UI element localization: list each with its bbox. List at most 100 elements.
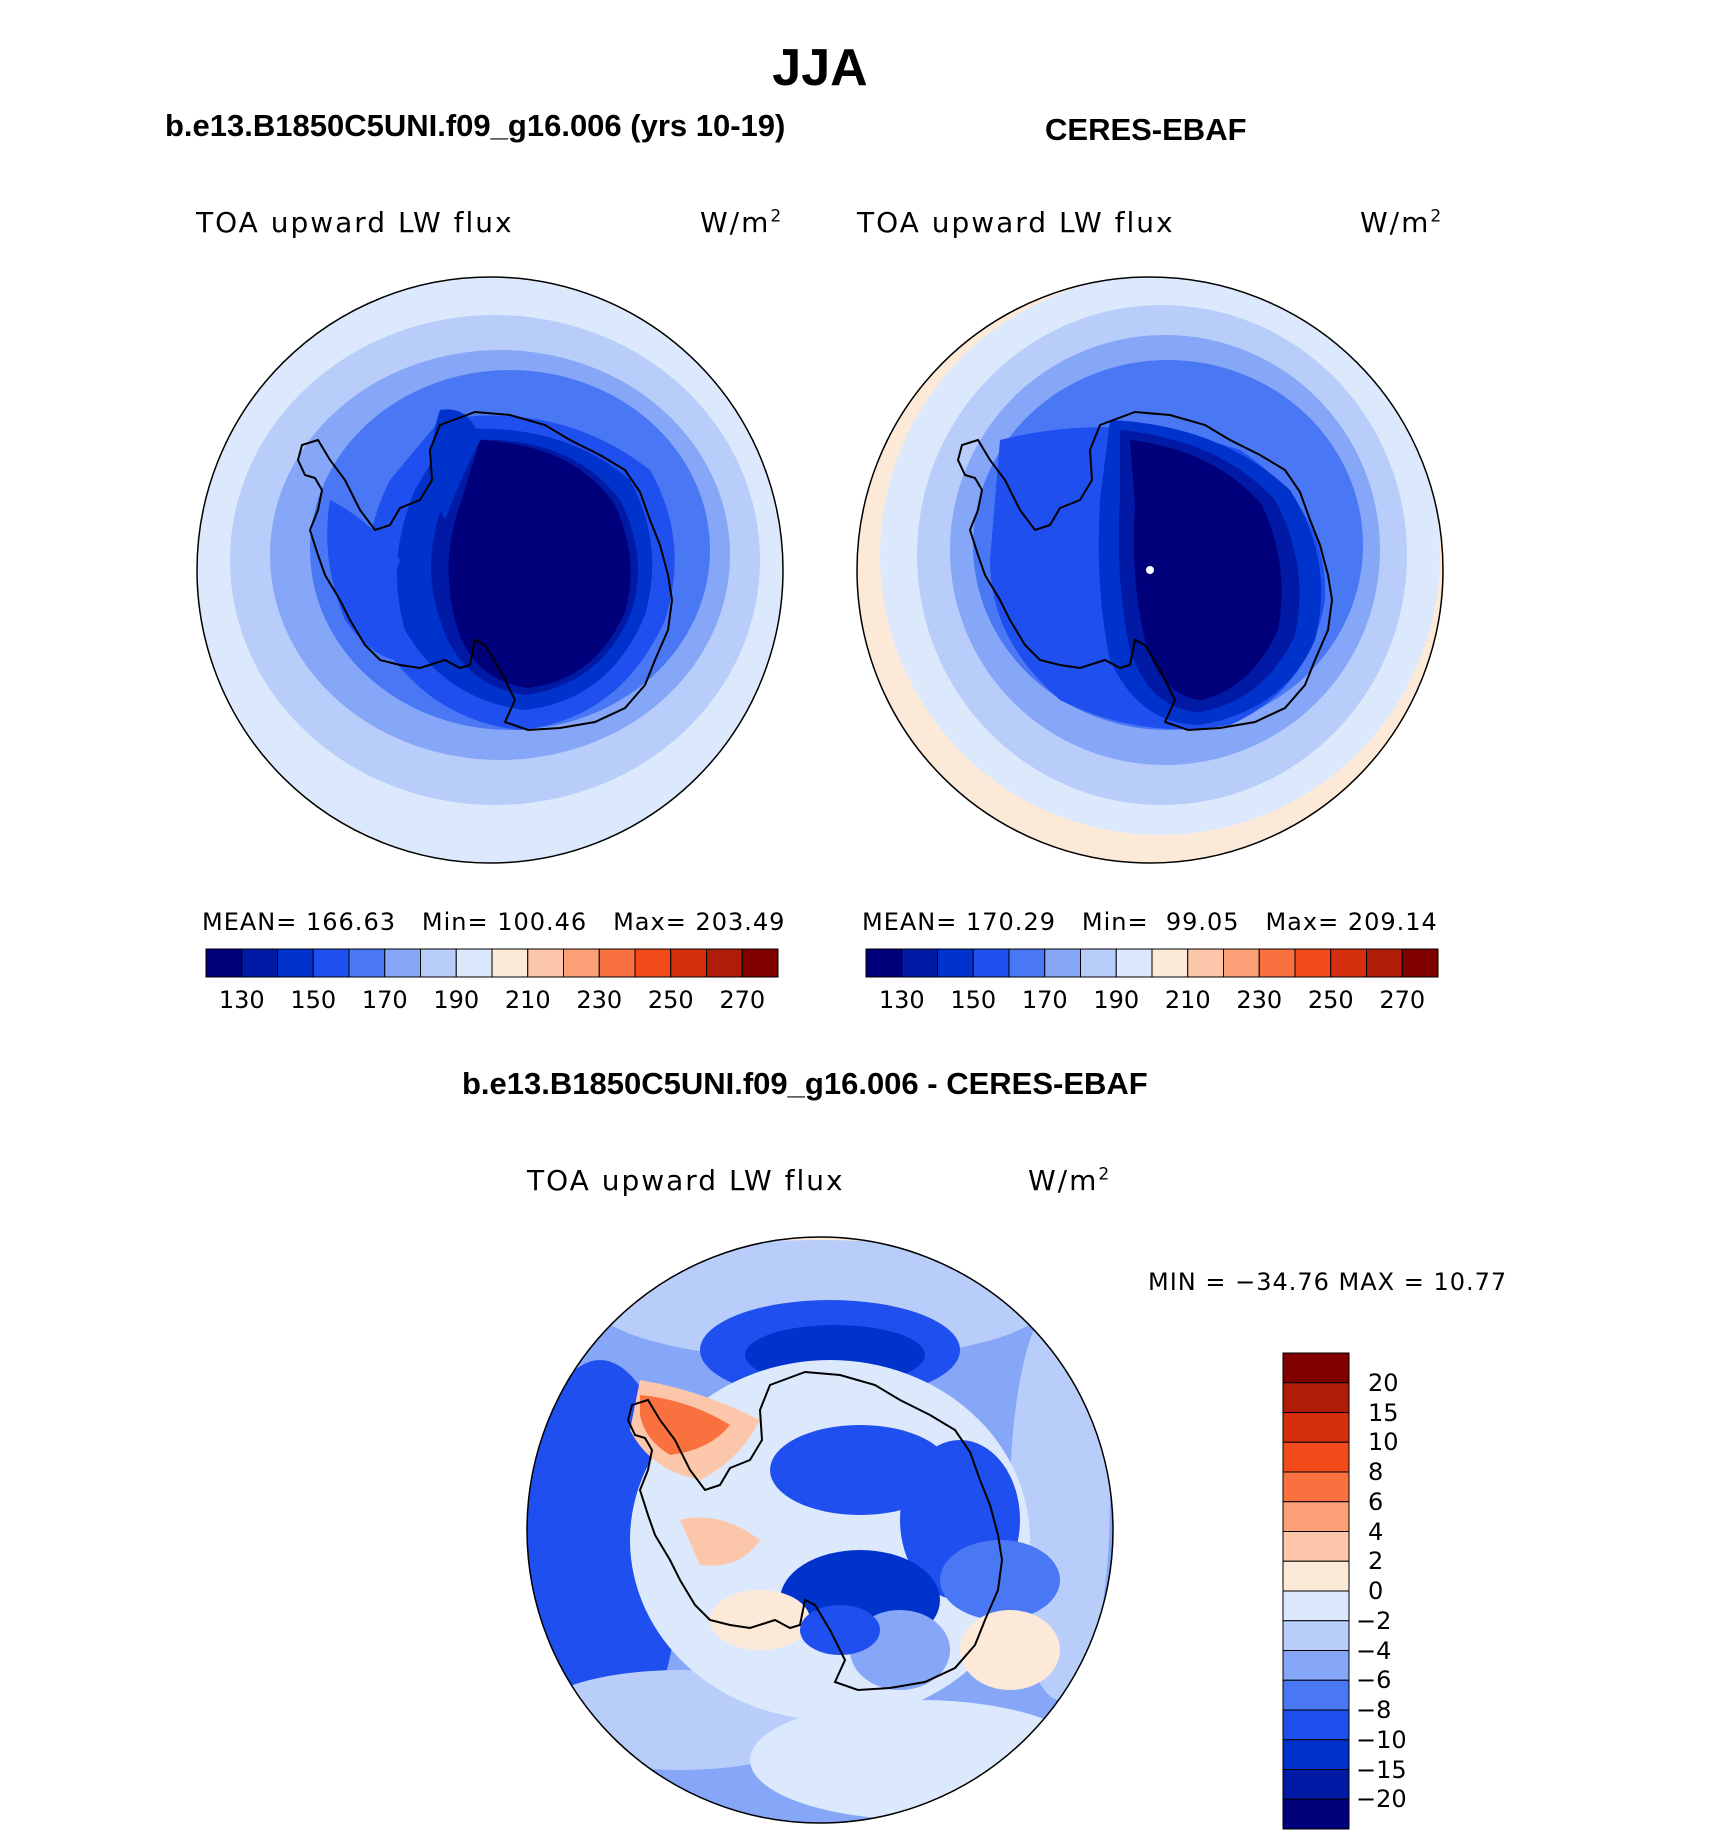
- colorbar-tick-label: −20: [1356, 1785, 1407, 1814]
- colorbar-tick-label: 150: [290, 986, 337, 1014]
- colorbar-tick-label: 210: [1164, 986, 1211, 1014]
- colorbar-swatch: [384, 948, 421, 978]
- obs-colorbar: [865, 948, 1439, 978]
- model-units-label: W/m2: [700, 206, 784, 239]
- colorbar-tick-label: −6: [1356, 1666, 1392, 1695]
- colorbar-tick-label: 20: [1368, 1368, 1399, 1397]
- colorbar-swatch: [527, 948, 564, 978]
- model-variable-label: TOA upward LW flux: [196, 206, 514, 239]
- colorbar-tick-label: 250: [1307, 986, 1354, 1014]
- colorbar-swatch: [1282, 1471, 1350, 1503]
- colorbar-swatch: [1282, 1739, 1350, 1770]
- colorbar-swatch: [1282, 1620, 1350, 1651]
- colorbar-swatch: [1080, 948, 1117, 978]
- model-stats: MEAN= 166.63 Min= 100.46 Max= 203.49: [202, 908, 786, 936]
- colorbar-tick-label: 150: [950, 986, 997, 1014]
- colorbar-swatch: [563, 948, 600, 978]
- colorbar-swatch: [1366, 948, 1403, 978]
- colorbar-tick-label: 230: [1236, 986, 1283, 1014]
- colorbar-swatch: [1282, 1798, 1350, 1830]
- colorbar-swatch: [1282, 1679, 1350, 1711]
- obs-stats: MEAN= 170.29 Min= 99.05 Max= 209.14: [862, 908, 1438, 936]
- colorbar-tick-label: 170: [361, 986, 408, 1014]
- model-colorbar: [205, 948, 779, 978]
- colorbar-swatch: [241, 948, 278, 978]
- obs-variable-label: TOA upward LW flux: [857, 206, 1175, 239]
- colorbar-swatch: [1282, 1531, 1350, 1562]
- difference-variable-label: TOA upward LW flux: [527, 1164, 845, 1197]
- colorbar-swatch: [1258, 948, 1296, 978]
- model-panel-title: b.e13.B1850C5UNI.f09_g16.006 (yrs 10-19): [165, 108, 786, 143]
- difference-panel-title: b.e13.B1850C5UNI.f09_g16.006 - CERES-EBA…: [462, 1066, 1148, 1101]
- colorbar-swatch: [972, 948, 1010, 978]
- colorbar-tick-label: 8: [1368, 1458, 1384, 1486]
- colorbar-tick-label: 210: [504, 986, 551, 1014]
- colorbar-tick-label: 4: [1368, 1517, 1384, 1546]
- colorbar-swatch: [1282, 1650, 1350, 1681]
- colorbar-swatch: [491, 948, 529, 978]
- colorbar-swatch: [205, 948, 243, 978]
- colorbar-tick-label: −4: [1356, 1636, 1392, 1665]
- colorbar-tick-label: −8: [1356, 1696, 1392, 1724]
- obs-coastline: [956, 410, 1334, 732]
- colorbar-swatch: [706, 948, 743, 978]
- colorbar-tick-label: −15: [1356, 1755, 1407, 1784]
- colorbar-swatch: [277, 948, 314, 978]
- colorbar-tick-label: 6: [1368, 1487, 1384, 1516]
- colorbar-swatch: [1330, 948, 1367, 978]
- model-map-fill: [197, 277, 783, 863]
- colorbar-swatch: [1282, 1382, 1350, 1413]
- colorbar-tick-label: 190: [433, 986, 480, 1014]
- colorbar-swatch: [1282, 1709, 1350, 1741]
- colorbar-tick-label: 270: [1379, 986, 1426, 1014]
- colorbar-tick-label: 230: [576, 986, 623, 1014]
- colorbar-swatch: [348, 948, 386, 978]
- colorbar-swatch: [1282, 1590, 1350, 1622]
- colorbar-tick-label: 170: [1021, 986, 1068, 1014]
- colorbar-swatch: [865, 948, 903, 978]
- colorbar-swatch: [1282, 1441, 1350, 1473]
- colorbar-swatch: [1282, 1352, 1350, 1384]
- colorbar-swatch: [1223, 948, 1260, 978]
- colorbar-swatch: [937, 948, 974, 978]
- colorbar-swatch: [1401, 948, 1439, 978]
- colorbar-swatch: [1008, 948, 1046, 978]
- colorbar-swatch: [312, 948, 350, 978]
- colorbar-swatch: [1282, 1501, 1350, 1532]
- difference-range: MIN = −34.76 MAX = 10.77: [1148, 1268, 1508, 1296]
- colorbar-tick-label: 15: [1368, 1398, 1399, 1427]
- colorbar-swatch: [1282, 1769, 1350, 1800]
- colorbar-tick-label: 190: [1093, 986, 1140, 1014]
- colorbar-swatch: [1151, 948, 1189, 978]
- obs-units-label: W/m2: [1360, 206, 1444, 239]
- colorbar-swatch: [1115, 948, 1153, 978]
- colorbar-tick-label: 250: [647, 986, 694, 1014]
- colorbar-swatch: [1294, 948, 1332, 978]
- difference-colorbar: [1282, 1352, 1350, 1830]
- difference-coastline: [626, 1370, 1004, 1692]
- colorbar-tick-label: 10: [1368, 1428, 1399, 1457]
- colorbar-swatch: [1044, 948, 1081, 978]
- colorbar-swatch: [1187, 948, 1224, 978]
- colorbar-swatch: [634, 948, 672, 978]
- colorbar-tick-label: 130: [878, 986, 925, 1014]
- obs-panel-title: CERES-EBAF: [1045, 112, 1247, 147]
- colorbar-swatch: [420, 948, 457, 978]
- colorbar-swatch: [901, 948, 938, 978]
- colorbar-swatch: [455, 948, 493, 978]
- colorbar-swatch: [1282, 1412, 1350, 1443]
- colorbar-tick-label: 270: [719, 986, 766, 1014]
- colorbar-swatch: [1282, 1560, 1350, 1592]
- colorbar-tick-label: 2: [1368, 1547, 1384, 1576]
- difference-units-label: W/m2: [1028, 1164, 1112, 1197]
- colorbar-tick-label: 0: [1368, 1577, 1384, 1605]
- colorbar-swatch: [598, 948, 636, 978]
- colorbar-swatch: [670, 948, 707, 978]
- colorbar-swatch: [741, 948, 779, 978]
- model-coastline: [296, 410, 674, 732]
- colorbar-tick-label: −2: [1356, 1606, 1392, 1635]
- colorbar-tick-label: 130: [218, 986, 265, 1014]
- difference-map-fill: [527, 1237, 1113, 1823]
- colorbar-tick-label: −10: [1356, 1725, 1407, 1754]
